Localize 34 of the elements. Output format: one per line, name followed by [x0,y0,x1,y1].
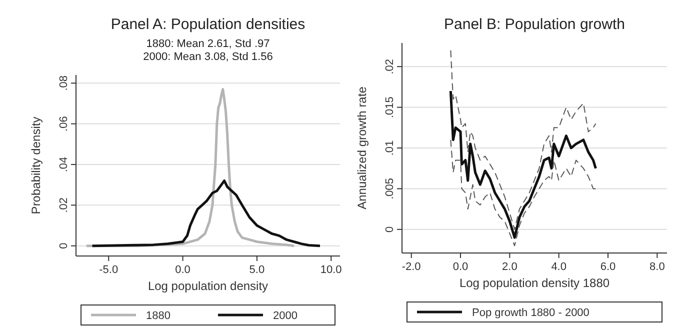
x-tick-label: 0.0 [175,264,190,276]
x-axis-title: Log population density [148,279,268,293]
line-series [91,180,322,248]
y-tick-label: .01 [384,140,396,156]
legend-label: Pop growth 1880 - 2000 [472,307,590,319]
y-tick-label: .08 [58,75,70,91]
y-tick-label: .04 [58,156,70,172]
y-tick-label: .06 [58,116,70,132]
y-axis-title: Probability density [29,116,43,214]
y-tick-label: .02 [384,58,396,74]
line-series [449,90,597,239]
chart-title: Panel B: Population growth [444,16,625,33]
legend-label: 1880 [146,310,170,322]
legend-label: 2000 [273,310,298,322]
x-tick-label: 4.0 [551,261,566,273]
x-tick-label: 6.0 [600,261,616,273]
x-tick-label: 10.0 [320,264,342,276]
x-tick-label: -2.0 [402,261,421,273]
chart-title: Panel A: Population densities [110,16,306,33]
line-series [450,139,596,246]
x-axis-title: Log population density 1880 [459,276,610,290]
x-tick-label: 0.0 [452,261,468,273]
y-tick-label: .015 [384,96,396,118]
y-tick-label: .02 [58,198,70,213]
x-tick-label: 2.0 [502,261,518,273]
x-tick-label: 5.0 [249,264,265,276]
x-tick-label: -5.0 [99,264,118,276]
y-tick-label: 0 [384,226,396,232]
chart-subtitle: 1880: Mean 2.61, Std .97 2000: Mean 3.08, Std 1.56 [143,38,273,63]
x-tick-label: 8.0 [650,261,665,273]
y-tick-label: 0 [58,242,70,249]
y-tick-label: .005 [384,178,396,200]
line-series [450,50,596,230]
y-axis-title: Annualized growth rate [355,86,369,210]
